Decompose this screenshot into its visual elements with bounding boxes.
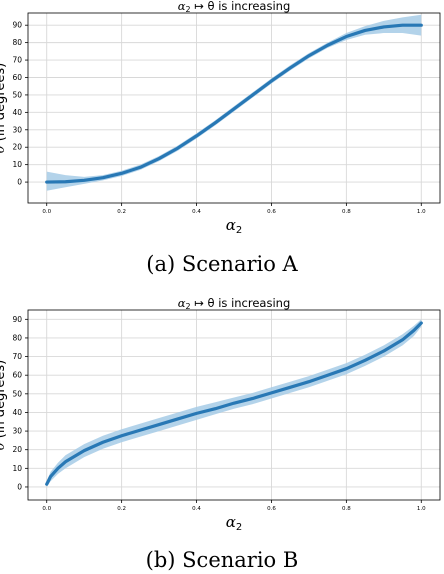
charta-ytick-label-1: 10 xyxy=(12,160,22,169)
charta-ylabel: θ (in degrees) xyxy=(0,63,8,153)
panel-scenario-b: 0.0 0.2 0.4 0.6 0.8 1.0 0 10 20 30 40 50 60 70 80 90 α2 … xyxy=(0,292,444,574)
charta-xtick-label-1: 0.2 xyxy=(117,209,126,215)
charta-ytick-label-0: 0 xyxy=(17,178,22,187)
chartb-ytick-label-7: 70 xyxy=(12,352,22,361)
charta-xtick-label-4: 0.8 xyxy=(342,209,351,215)
charta-xtick-label-3: 0.6 xyxy=(267,209,276,215)
chartb-ytick-label-8: 80 xyxy=(12,333,22,342)
chartb-ytick-label-0: 0 xyxy=(17,482,22,491)
chart-scenario-a: 0.0 0.2 0.4 0.6 0.8 1.0 0 10 20 30 40 50 60 70 80 90 α2 … xyxy=(0,0,441,236)
chartb-xtick-label-1: 0.2 xyxy=(117,506,126,512)
chartb-xtick-label-3: 0.6 xyxy=(267,506,276,512)
charta-series-line xyxy=(45,23,423,184)
charta-grid xyxy=(28,13,440,203)
chartb-xlabel: α2 xyxy=(226,513,243,533)
charta-title: α2 ↦ θ is increasing xyxy=(178,0,291,14)
chartb-xtick-label-4: 0.8 xyxy=(342,506,351,512)
chartb-ytick-label-4: 40 xyxy=(12,408,22,417)
charta-xtick-label-2: 0.4 xyxy=(192,209,201,215)
chartb-title: α2 ↦ θ is increasing xyxy=(178,296,291,311)
chartb-xtick-label-5: 1.0 xyxy=(417,506,426,512)
charta-xtick-label-0: 0.0 xyxy=(42,209,51,215)
charta-ytick-label-9: 90 xyxy=(12,21,22,30)
chartb-ytick-label-6: 60 xyxy=(12,371,22,380)
chartb-ylabel: θ (in degrees) xyxy=(0,360,8,450)
chart-scenario-b: 0.0 0.2 0.4 0.6 0.8 1.0 0 10 20 30 40 50 60 70 80 90 α2 … xyxy=(0,296,441,533)
charta-ytick-label-4: 40 xyxy=(12,108,22,117)
chartb-ytick-label-2: 20 xyxy=(12,445,22,454)
charta-ytick-label-3: 30 xyxy=(12,125,22,134)
charta-confidence-band xyxy=(46,14,422,191)
chartb-ytick-label-9: 90 xyxy=(12,315,22,324)
charta-ytick-label-6: 60 xyxy=(12,73,22,82)
charta-xlabel: α2 xyxy=(226,216,243,236)
chartb-series-line xyxy=(45,321,423,486)
charta-xtick-label-5: 1.0 xyxy=(417,209,426,215)
charta-plot-frame xyxy=(27,12,441,204)
chartb-plot-frame xyxy=(27,309,441,501)
charta-ytick-label-2: 20 xyxy=(12,143,22,152)
chartb-ytick-label-5: 50 xyxy=(12,389,22,398)
panel-scenario-a: 0.0 0.2 0.4 0.6 0.8 1.0 0 10 20 30 40 50 60 70 80 90 α2 … xyxy=(0,0,441,276)
chartb-xtick-label-2: 0.4 xyxy=(192,506,201,512)
caption-scenario-a: (a) Scenario A xyxy=(146,252,298,276)
chartb-ytick-label-3: 30 xyxy=(12,427,22,436)
charta-ytick-label-5: 50 xyxy=(12,90,22,99)
charta-ytick-label-7: 70 xyxy=(12,56,22,65)
chartb-xtick-label-0: 0.0 xyxy=(42,506,51,512)
charta-ytick-label-8: 80 xyxy=(12,38,22,47)
chartb-ytick-label-1: 10 xyxy=(12,464,22,473)
caption-scenario-b: (b) Scenario B xyxy=(145,548,299,572)
